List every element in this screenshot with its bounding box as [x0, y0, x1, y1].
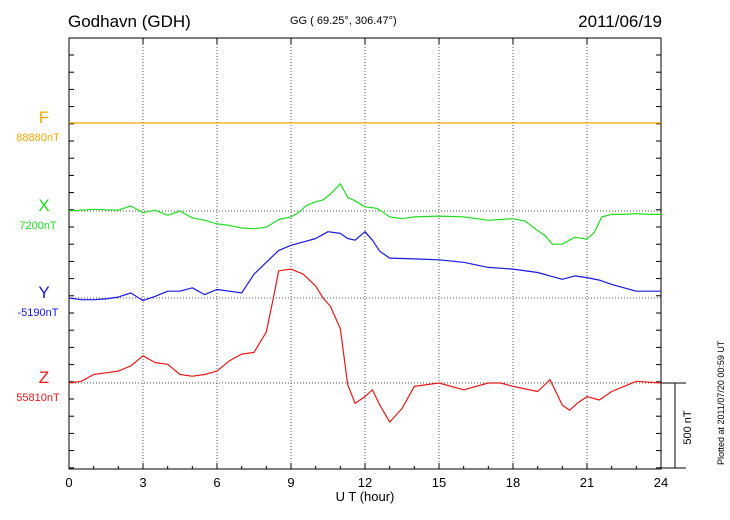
series-name-x: X [38, 196, 49, 215]
x-tick-label: 21 [580, 475, 594, 490]
scale-bar-label: 500 nT [682, 410, 694, 445]
x-tick-label: 12 [358, 475, 372, 490]
chart-date: 2011/06/19 [578, 12, 662, 31]
x-tick-label: 3 [139, 475, 146, 490]
x-tick-label: 6 [213, 475, 220, 490]
plot-timestamp: Plotted at 2011/07/20 00:59 UT [716, 340, 726, 465]
series-name-z: Z [39, 368, 49, 387]
series-name-y: Y [38, 283, 49, 302]
x-tick-label: 24 [654, 475, 668, 490]
x-axis-label: U T (hour) [336, 489, 395, 504]
x-tick-label: 0 [65, 475, 72, 490]
series-line-z [68, 268, 662, 423]
series-baseline-label-y: -5190nT [18, 307, 59, 319]
station-title: Godhavn (GDH) [68, 12, 191, 31]
series-line-x [68, 183, 661, 245]
x-tick-label: 15 [432, 475, 446, 490]
x-tick-label: 18 [506, 475, 520, 490]
x-tick-label: 9 [287, 475, 294, 490]
series-baseline-label-x: 7200nT [19, 220, 57, 232]
series-baseline-label-z: 55810nT [16, 392, 60, 404]
series-line-y [68, 231, 661, 302]
station-coordinates: GG ( 69.25°, 306.47°) [290, 15, 397, 27]
series-baseline-label-f: 88880nT [16, 132, 60, 144]
series-name-f: F [39, 108, 49, 127]
